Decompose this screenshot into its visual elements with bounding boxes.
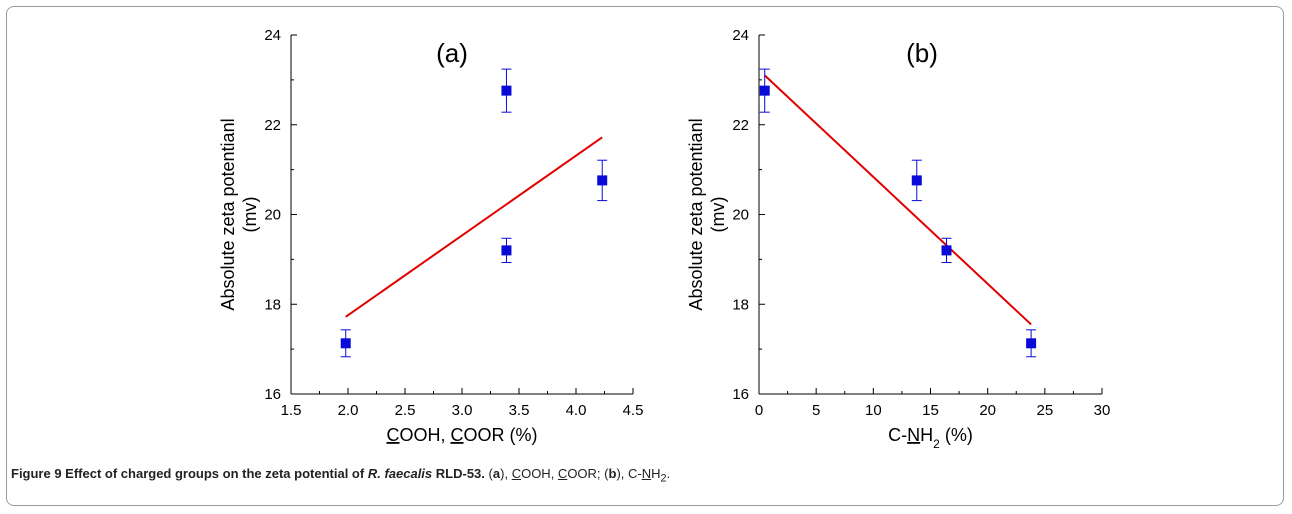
panel-b-x-tick-label: 0 bbox=[755, 402, 763, 419]
panel-b-x-tick-label: 30 bbox=[1094, 402, 1111, 419]
panel-b-x-axis-label: C-NH2 (%) bbox=[888, 425, 973, 451]
panel-b-y-tick-label: 18 bbox=[732, 296, 749, 313]
caption-a-letter: a bbox=[492, 466, 501, 481]
panel-a-x-tick-label: 1.5 bbox=[281, 402, 302, 419]
panel-b-y-tick-label: 24 bbox=[732, 27, 749, 44]
panel-a-data-point bbox=[340, 338, 351, 349]
panel-a-label: (a) bbox=[436, 38, 468, 68]
caption-a-open: ( bbox=[488, 466, 493, 481]
panel-a-fit-line bbox=[345, 136, 603, 318]
caption-coor-rest: OOR; ( bbox=[567, 466, 609, 481]
panel-a-x-tick-label: 3.5 bbox=[509, 402, 530, 419]
panel-b-data-point bbox=[1026, 338, 1037, 349]
panel-b-x-tick-label: 15 bbox=[922, 402, 939, 419]
panel-a-x-axis-label-part: OOR (%) bbox=[464, 425, 538, 445]
caption-coor-c: C bbox=[557, 466, 568, 481]
panel-b-x-tick-label: 10 bbox=[865, 402, 882, 419]
panel-a-x-axis-label-part: OOH, bbox=[399, 425, 450, 445]
panel-a-y-tick-label: 24 bbox=[264, 27, 281, 44]
panel-a-x-tick-label: 2.0 bbox=[338, 402, 359, 419]
panel-a-y-axis-label-line: Absolute zeta potentianl bbox=[218, 118, 238, 310]
caption-nh-h: H bbox=[651, 466, 661, 481]
caption-cooh-c: C bbox=[511, 466, 522, 481]
panel-b-label: (b) bbox=[906, 38, 938, 68]
panel-a-y-tick-label: 18 bbox=[264, 296, 281, 313]
panel-a-data-point bbox=[597, 175, 608, 186]
panel-a-y-tick-label: 20 bbox=[264, 207, 281, 224]
panel-b-y-axis-label-line: (mv) bbox=[708, 197, 728, 233]
figure-frame bbox=[6, 6, 1284, 506]
panel-a-x-tick-label: 4.0 bbox=[566, 402, 587, 419]
panel-a-x-tick-label: 4.5 bbox=[623, 402, 644, 419]
panel-b-x-tick-label: 20 bbox=[979, 402, 996, 419]
panel-b-x-axis-label-part: (%) bbox=[940, 425, 973, 445]
panel-a-data-point bbox=[501, 85, 512, 96]
panel-a-y-axis-label-line: (mv) bbox=[240, 197, 260, 233]
panel-a-x-axis-label: COOH, COOR (%) bbox=[386, 425, 537, 445]
panel-b-y-tick-label: 20 bbox=[732, 207, 749, 224]
panel-b-y-tick-label: 16 bbox=[732, 386, 749, 403]
panel-b-data-point bbox=[941, 245, 952, 256]
panel-b-y-tick-label: 22 bbox=[732, 117, 749, 134]
panel-b-x-tick-label: 25 bbox=[1036, 402, 1053, 419]
caption-label: Figure 9 Effect of charged groups on the… bbox=[11, 466, 365, 481]
caption-strain: RLD-53. bbox=[435, 466, 485, 481]
panel-a-x-tick-label: 3.0 bbox=[452, 402, 473, 419]
panel-a-y-tick-label: 22 bbox=[264, 117, 281, 134]
panel-b-x-axis-label-part: 2 bbox=[933, 437, 940, 451]
panel-a-y-tick-label: 16 bbox=[264, 386, 281, 403]
caption-b-close: ), C- bbox=[616, 466, 642, 481]
panel-b-data-point bbox=[911, 175, 922, 186]
panel-b-y-axis-label: Absolute zeta potentianl (mv) bbox=[686, 118, 728, 310]
panel-a-x-axis-label-part: C bbox=[451, 425, 464, 445]
caption-end: . bbox=[666, 466, 671, 481]
caption-nh-n: N bbox=[641, 466, 652, 481]
caption-a-close: ), bbox=[500, 466, 509, 481]
panel-b-data-point bbox=[759, 85, 770, 96]
panel-a-x-tick-label: 2.5 bbox=[395, 402, 416, 419]
panel-b-fit-line bbox=[764, 74, 1032, 326]
caption-nh-sub: 2 bbox=[660, 472, 667, 485]
caption-cooh-rest: OOH, bbox=[521, 466, 558, 481]
panel-b-x-axis-label-part: H bbox=[920, 425, 933, 445]
panel-a-x-axis-label-part: C bbox=[386, 425, 399, 445]
panel-b-x-tick-label: 5 bbox=[812, 402, 820, 419]
panel-b-y-axis-label-line: Absolute zeta potentianl bbox=[686, 118, 706, 310]
figure-caption: Figure 9 Effect of charged groups on the… bbox=[11, 466, 1279, 485]
panel-a-data-point bbox=[501, 245, 512, 256]
panel-b-x-axis-label-part: N bbox=[907, 425, 920, 445]
panel-b-x-axis-label-part: C- bbox=[888, 425, 907, 445]
caption-b-letter: b bbox=[608, 466, 617, 481]
panel-a-y-axis-label: Absolute zeta potentianl (mv) bbox=[218, 118, 260, 310]
caption-species: R. faecalis bbox=[367, 466, 433, 481]
